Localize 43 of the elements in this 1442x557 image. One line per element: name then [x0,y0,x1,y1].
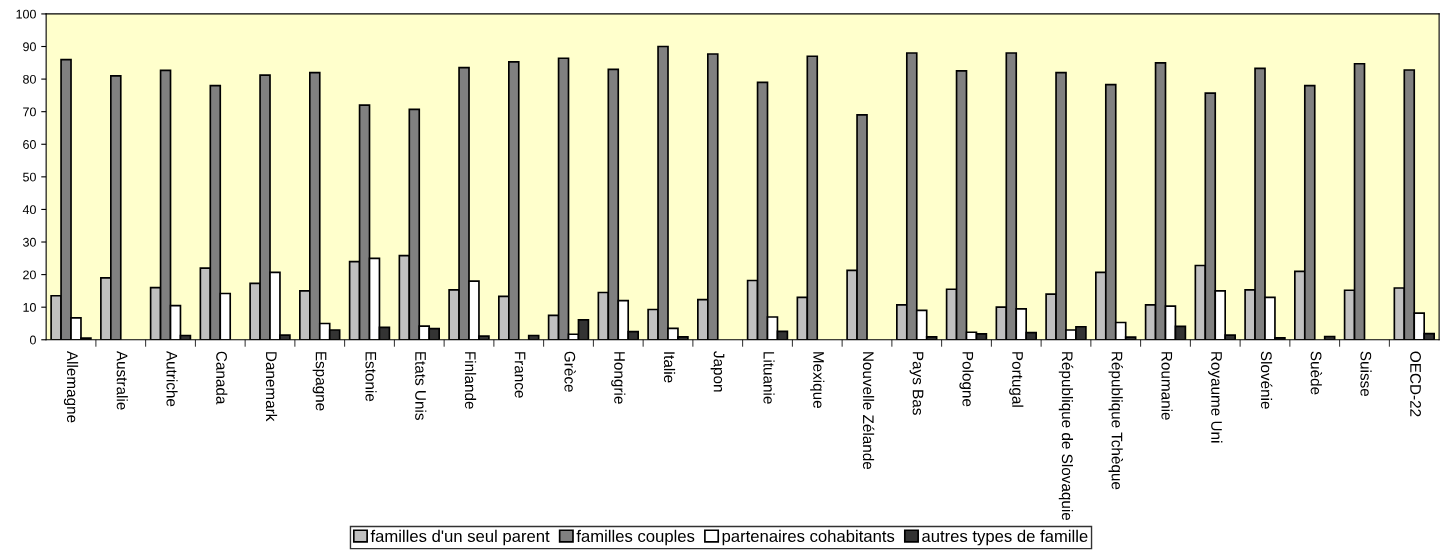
y-tick-label: 70 [23,107,36,117]
x-tick-label: Canada [216,351,228,405]
legend-label: autres types de famille [922,529,1088,546]
x-tick-label: Hongrie [611,352,626,404]
x-tick-label: Etats Unis [415,352,427,420]
y-tick-label: 20 [23,270,36,280]
x-tick-label: République de Slovaquie [1058,352,1074,521]
legend-label: familles d'un seul parent [370,529,550,546]
x-tick-label: Pays Bas [909,352,924,415]
x-tick-label: Espagne [312,352,327,411]
x-tick-label: Royaume Uni [1208,352,1223,443]
x-tick-label: Autriche [166,350,178,407]
x-tick-label: Suisse [1360,351,1372,397]
legend-label: partenaires cohabitants [722,529,895,546]
legend-label: familles couples [576,529,695,546]
x-tick-label: France [514,352,526,398]
x-tick-label: Grèce [564,351,576,392]
x-tick-label: Danemark [265,352,278,422]
y-tick-label: 80 [23,74,36,84]
x-tick-label: Suède [1310,351,1323,395]
x-tick-label: Slovénie [1260,351,1273,409]
x-tick-label: Portugal [1009,352,1024,407]
x-tick-label: Allemagne [63,350,79,423]
y-tick-label: 90 [23,42,36,52]
x-tick-label: Mexique [810,352,825,408]
x-tick-label: Roumanie [1161,352,1173,420]
x-tick-label: Japon [710,351,725,392]
y-tick-label: 10 [23,302,36,312]
y-tick-label: 100 [16,9,36,19]
x-tick-label: République Tchèque [1108,352,1123,490]
y-tick-label: 0 [29,335,36,345]
y-tick-label: 60 [23,140,36,149]
x-tick-label: Australie [116,350,128,410]
x-tick-label: Pologne [959,352,974,407]
x-tick-label: Finlande [464,352,477,409]
x-tick-label: Lituanie [763,352,775,404]
x-tick-label: Estonie [365,352,377,402]
y-tick-label: 40 [22,205,36,215]
x-tick-label: OECD-22 [1410,351,1421,417]
x-tick-label: Italie [663,352,676,383]
y-tick-label: 50 [23,172,36,182]
x-tick-label: Nouvelle Zélande [862,352,875,470]
y-tick-label: 30 [23,237,36,247]
